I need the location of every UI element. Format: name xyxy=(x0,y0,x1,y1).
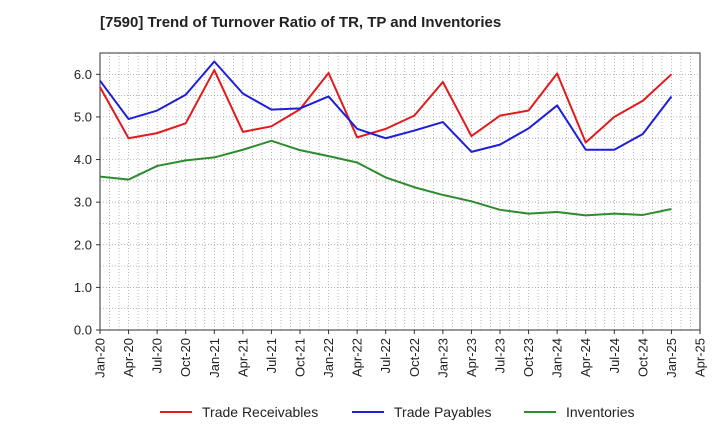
x-tick-label: Apr-22 xyxy=(350,338,365,377)
x-tick-label: Apr-21 xyxy=(235,338,250,377)
legend-label: Trade Receivables xyxy=(202,404,319,420)
x-tick-label: Apr-25 xyxy=(693,338,708,377)
legend: Trade Receivables Trade Payables Inventori… xyxy=(0,404,720,426)
x-tick-label: Jul-23 xyxy=(493,338,508,373)
x-tick-label: Jan-24 xyxy=(550,338,565,378)
x-tick-label: Jul-24 xyxy=(607,338,622,373)
x-tick-label: Apr-20 xyxy=(121,338,136,377)
x-tick-label: Oct-22 xyxy=(407,338,422,377)
series-line-inventories xyxy=(99,139,672,217)
x-tick-label: Jul-20 xyxy=(150,338,165,373)
y-tick-label: 1.0 xyxy=(74,280,92,295)
grid-layer xyxy=(100,52,700,330)
x-tick-label: Oct-21 xyxy=(293,338,308,377)
x-tick-label: Oct-23 xyxy=(521,338,536,377)
x-tick-label: Oct-20 xyxy=(178,338,193,377)
axis-layer: 0.0 1.0 2.0 3.0 4.0 5.0 6.0 Jan-20 Apr-20 Jul-20 O… xyxy=(74,52,708,378)
y-tick-label: 6.0 xyxy=(74,67,92,82)
x-tick-label: Oct-24 xyxy=(635,338,650,377)
plot-frame xyxy=(99,52,701,331)
legend-label: Trade Payables xyxy=(394,404,492,420)
series-line-trade-payables xyxy=(99,60,673,153)
y-tick-label: 5.0 xyxy=(74,109,92,124)
x-tick-label: Jul-22 xyxy=(378,338,393,373)
y-tick-label: 0.0 xyxy=(74,323,92,338)
legend-swatch xyxy=(524,411,556,413)
x-tick-label: Apr-23 xyxy=(464,338,479,377)
y-tick-label: 3.0 xyxy=(74,195,92,210)
x-tick-label: Apr-24 xyxy=(578,338,593,377)
legend-label: Inventories xyxy=(566,404,635,420)
legend-swatch xyxy=(352,411,384,413)
series-layer xyxy=(99,60,673,217)
y-tick-label: 4.0 xyxy=(74,152,92,167)
x-tick-label: Jan-20 xyxy=(93,338,108,378)
chart-title: [7590] Trend of Turnover Ratio of TR, TP… xyxy=(100,14,502,31)
legend-item: Inventories xyxy=(524,404,634,420)
x-tick-label: Jul-21 xyxy=(264,338,279,373)
x-tick-label: Jan-23 xyxy=(435,338,450,378)
y-tick-label: 2.0 xyxy=(74,237,92,252)
x-tick-label: Jan-22 xyxy=(321,338,336,378)
x-tick-label: Jan-21 xyxy=(207,338,222,378)
legend-swatch xyxy=(160,411,192,413)
x-tick-label: Jan-25 xyxy=(664,338,679,378)
legend-item: Trade Payables xyxy=(352,404,492,420)
legend-item: Trade Receivables xyxy=(160,404,318,420)
